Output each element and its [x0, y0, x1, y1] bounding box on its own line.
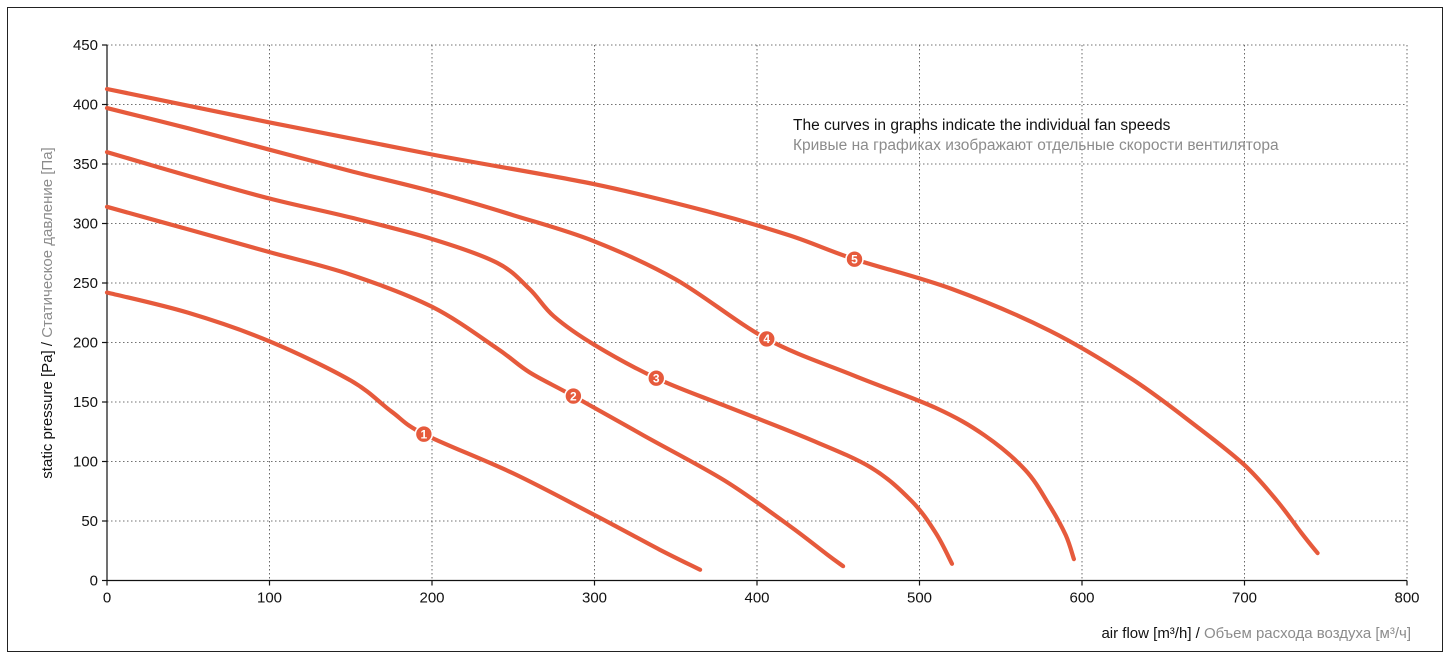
speed-marker-label: 1: [421, 427, 428, 441]
y-tick-label: 50: [81, 513, 98, 530]
annotation-ru: Кривые на графиках изображают отдельные …: [793, 137, 1279, 154]
y-tick-label: 200: [73, 335, 98, 352]
x-tick-label: 400: [744, 590, 769, 607]
speed-marker-2: 2: [564, 386, 583, 406]
x-axis-label-ru: Объем расхода воздуха [м³/ч]: [1204, 625, 1411, 642]
speed-marker-1: 1: [414, 424, 434, 444]
y-axis-label-separator: /: [39, 338, 56, 351]
x-tick-label: 700: [1232, 590, 1257, 607]
speed-marker-5: 5: [845, 249, 864, 269]
y-axis-label: static pressure [Pa] / Статическое давле…: [39, 147, 56, 478]
x-axis-label-en: air flow [m³/h]: [1101, 625, 1191, 642]
fan-speed-curve-2: [104, 204, 846, 569]
x-axis-label-separator: /: [1191, 625, 1204, 642]
y-tick-label: 300: [73, 216, 98, 233]
curve-layer: [104, 86, 1320, 572]
speed-marker-label: 4: [763, 332, 770, 346]
y-axis-label-ru: Статическое давление [Па]: [39, 147, 56, 337]
y-tick-label: 0: [90, 573, 98, 590]
speed-marker-4: 4: [757, 329, 777, 349]
y-tick-label: 100: [73, 454, 98, 471]
speed-marker-label: 3: [653, 372, 660, 386]
y-tick-label: 150: [73, 394, 98, 411]
x-tick-label: 0: [103, 590, 111, 607]
x-axis-label: air flow [m³/h] / Объем расхода воздуха …: [1101, 625, 1411, 642]
speed-marker-circle: [564, 386, 583, 406]
fan-speed-curve-5: [104, 86, 1320, 556]
speed-marker-circle: [414, 424, 434, 444]
x-tick-label: 800: [1394, 590, 1419, 607]
fan-speed-curve-3: [104, 150, 955, 566]
speed-marker-label: 2: [570, 389, 577, 403]
fan-speed-curve-1: [104, 290, 703, 572]
x-tick-label: 600: [1069, 590, 1094, 607]
speed-marker-circle: [757, 329, 777, 349]
x-tick-label: 300: [582, 590, 607, 607]
fan-speed-curve-4: [104, 106, 1076, 562]
speed-marker-3: 3: [646, 368, 666, 388]
speed-marker-circle: [845, 249, 864, 269]
marker-layer: 1 2 3 4 5: [414, 249, 864, 444]
tick-layer: 0 100 200 300 400 500 600 700 800 0 50 100 150 200 250…: [73, 37, 1420, 607]
annotation-en: The curves in graphs indicate the indivi…: [793, 117, 1171, 134]
chart-frame: [7, 7, 1443, 652]
speed-marker-circle: [646, 368, 666, 388]
x-tick-label: 100: [257, 590, 282, 607]
y-tick-label: 250: [73, 275, 98, 292]
y-axis-label-en: static pressure [Pa]: [39, 350, 56, 478]
y-tick-label: 400: [73, 97, 98, 114]
y-tick-label: 350: [73, 156, 98, 173]
x-tick-label: 200: [419, 590, 444, 607]
x-tick-label: 500: [907, 590, 932, 607]
speed-marker-label: 5: [851, 253, 858, 267]
y-tick-label: 450: [73, 37, 98, 54]
